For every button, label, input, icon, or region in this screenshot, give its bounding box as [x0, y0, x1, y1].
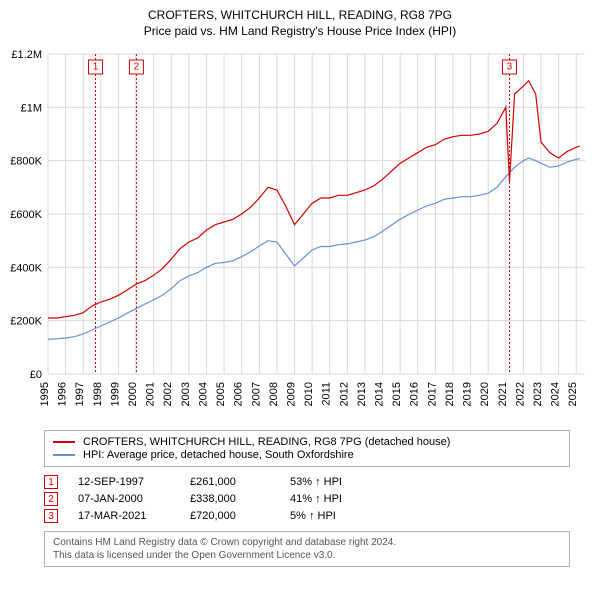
svg-text:1998: 1998	[92, 382, 104, 406]
chart-container: CROFTERS, WHITCHURCH HILL, READING, RG8 …	[0, 0, 600, 590]
legend-swatch	[53, 454, 75, 456]
event-pct: 41% ↑ HPI	[290, 493, 370, 505]
attribution-line: Contains HM Land Registry data © Crown c…	[53, 536, 561, 549]
svg-text:£600K: £600K	[10, 209, 42, 221]
svg-text:2020: 2020	[479, 382, 491, 406]
chart-plot: £0 £200K £400K £600K £800K £1M £1.2M 1995 1996 19…	[0, 44, 600, 424]
svg-text:2013: 2013	[356, 382, 368, 406]
svg-text:2024: 2024	[550, 382, 562, 406]
event-marker-box: 1	[44, 475, 58, 489]
svg-text:2011: 2011	[321, 382, 333, 406]
svg-text:£400K: £400K	[10, 262, 42, 274]
svg-text:2015: 2015	[391, 382, 403, 406]
event-price: £338,000	[190, 493, 270, 505]
svg-text:£1M: £1M	[21, 102, 42, 114]
svg-text:2000: 2000	[127, 382, 139, 406]
svg-text:2006: 2006	[233, 382, 245, 406]
svg-text:1999: 1999	[109, 382, 121, 406]
event-pct: 5% ↑ HPI	[290, 510, 370, 522]
attribution: Contains HM Land Registry data © Crown c…	[44, 531, 570, 567]
svg-text:2017: 2017	[426, 382, 438, 406]
svg-text:2016: 2016	[409, 382, 421, 406]
svg-text:£800K: £800K	[10, 156, 42, 168]
svg-text:2010: 2010	[303, 382, 315, 406]
svg-text:2007: 2007	[250, 382, 262, 406]
legend: CROFTERS, WHITCHURCH HILL, READING, RG8 …	[44, 430, 570, 467]
svg-text:2005: 2005	[215, 382, 227, 406]
svg-text:3: 3	[507, 62, 513, 73]
chart-svg: £0 £200K £400K £600K £800K £1M £1.2M 1995 1996 19…	[0, 44, 600, 424]
svg-text:2002: 2002	[162, 382, 174, 406]
svg-text:2018: 2018	[444, 382, 456, 406]
legend-item: CROFTERS, WHITCHURCH HILL, READING, RG8 …	[53, 436, 561, 448]
legend-swatch	[53, 441, 75, 443]
event-price: £720,000	[190, 510, 270, 522]
svg-text:1: 1	[93, 62, 99, 73]
svg-text:2021: 2021	[497, 382, 509, 406]
svg-text:2019: 2019	[462, 382, 474, 406]
svg-text:1997: 1997	[74, 382, 86, 406]
svg-text:2012: 2012	[338, 382, 350, 406]
event-date: 17-MAR-2021	[78, 510, 170, 522]
chart-title-line1: CROFTERS, WHITCHURCH HILL, READING, RG8 …	[0, 8, 600, 22]
legend-label: HPI: Average price, detached house, Sout…	[83, 449, 354, 461]
legend-label: CROFTERS, WHITCHURCH HILL, READING, RG8 …	[83, 436, 450, 448]
svg-text:2014: 2014	[374, 382, 386, 406]
svg-text:2022: 2022	[514, 382, 526, 406]
svg-text:1995: 1995	[39, 382, 51, 406]
attribution-line: This data is licensed under the Open Gov…	[53, 549, 561, 562]
svg-text:£1.2M: £1.2M	[11, 49, 42, 61]
svg-text:2023: 2023	[532, 382, 544, 406]
event-date: 07-JAN-2000	[78, 493, 170, 505]
svg-text:2003: 2003	[180, 382, 192, 406]
svg-text:2001: 2001	[145, 382, 157, 406]
svg-text:1996: 1996	[57, 382, 69, 406]
event-marker-box: 2	[44, 492, 58, 506]
events-row: 3 17-MAR-2021 £720,000 5% ↑ HPI	[44, 509, 570, 523]
svg-text:£0: £0	[30, 369, 42, 381]
svg-text:2: 2	[134, 62, 140, 73]
event-price: £261,000	[190, 476, 270, 488]
svg-text:2004: 2004	[197, 382, 209, 406]
events-row: 2 07-JAN-2000 £338,000 41% ↑ HPI	[44, 492, 570, 506]
chart-titles: CROFTERS, WHITCHURCH HILL, READING, RG8 …	[0, 0, 600, 38]
svg-text:2008: 2008	[268, 382, 280, 406]
event-pct: 53% ↑ HPI	[290, 476, 370, 488]
event-marker-box: 3	[44, 509, 58, 523]
events-table: 1 12-SEP-1997 £261,000 53% ↑ HPI 2 07-JA…	[44, 475, 570, 523]
events-row: 1 12-SEP-1997 £261,000 53% ↑ HPI	[44, 475, 570, 489]
legend-item: HPI: Average price, detached house, Sout…	[53, 449, 561, 461]
chart-title-line2: Price paid vs. HM Land Registry's House …	[0, 24, 600, 38]
svg-text:2025: 2025	[567, 382, 579, 406]
event-date: 12-SEP-1997	[78, 476, 170, 488]
svg-text:£200K: £200K	[10, 316, 42, 328]
svg-text:2009: 2009	[285, 382, 297, 406]
